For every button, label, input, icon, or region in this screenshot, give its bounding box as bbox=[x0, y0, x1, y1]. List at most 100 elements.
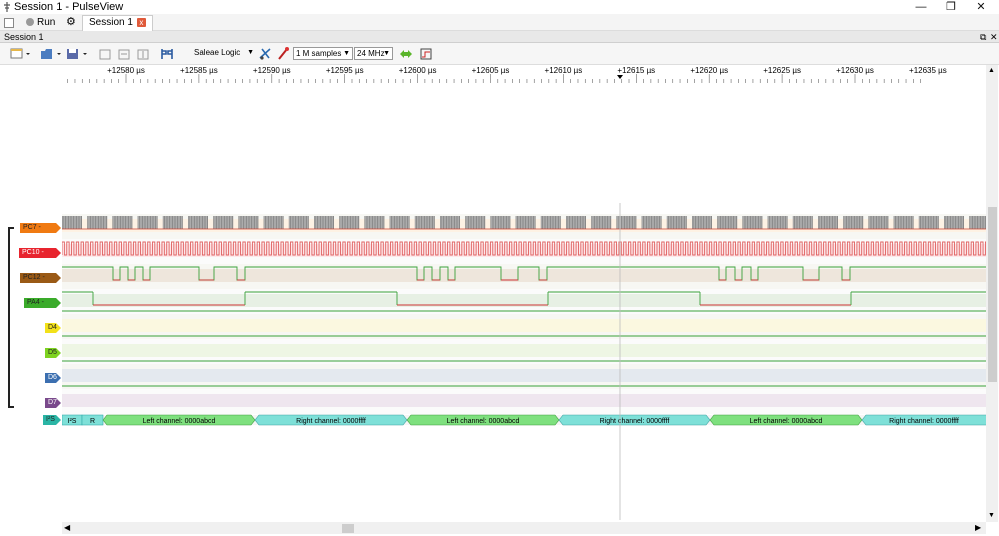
ruler-tick-label: +12605 µs bbox=[471, 66, 510, 75]
scroll-up-icon[interactable]: ▲ bbox=[988, 67, 995, 74]
save-icon[interactable] bbox=[66, 46, 90, 62]
decoder-small-annotation-text: R bbox=[90, 418, 95, 425]
ruler-tick-label: +12610 µs bbox=[544, 66, 583, 75]
mck-burst bbox=[389, 216, 410, 229]
ruler-tick-label: +12630 µs bbox=[836, 66, 874, 75]
channel-label[interactable]: PC12 - SD bbox=[20, 273, 61, 283]
decoder-small-annotation-text: I²S bbox=[68, 418, 77, 425]
channel-band-fill bbox=[62, 294, 986, 307]
run-capture-icon[interactable] bbox=[399, 46, 413, 62]
vertical-scroll-thumb[interactable] bbox=[988, 207, 997, 382]
device-label: Saleae Logic bbox=[194, 48, 241, 57]
mck-burst bbox=[767, 216, 788, 229]
session-close-icon[interactable]: ✕ bbox=[990, 32, 998, 42]
mck-burst bbox=[112, 216, 133, 229]
scroll-down-icon[interactable]: ▼ bbox=[988, 512, 995, 519]
device-select[interactable]: Saleae Logic ▼ bbox=[186, 47, 256, 60]
title-bar: Session 1 - PulseView — ❐ ✕ bbox=[0, 0, 999, 14]
channel-label[interactable]: D7 bbox=[45, 398, 61, 408]
settings-icon[interactable]: ⚙ bbox=[66, 16, 76, 28]
cursor-marker[interactable] bbox=[617, 75, 623, 79]
time-ruler[interactable]: +12580 µs +12585 µs +12590 µs +12595 µs +126… bbox=[62, 65, 986, 83]
mck-burst bbox=[339, 216, 360, 229]
channel-band-fill bbox=[62, 344, 986, 357]
scroll-right-icon[interactable]: ▶ bbox=[975, 523, 982, 532]
mck-burst bbox=[540, 216, 561, 229]
new-session-icon[interactable] bbox=[4, 18, 14, 28]
ruler-tick-label: +12620 µs bbox=[690, 66, 729, 75]
tab-close-icon[interactable]: x bbox=[136, 18, 146, 27]
mck-burst bbox=[944, 216, 964, 229]
decoder-label[interactable]: I²S bbox=[43, 415, 61, 425]
float-icon[interactable]: ⧉ bbox=[980, 32, 987, 42]
run-label: Run bbox=[37, 17, 56, 28]
mck-burst bbox=[717, 216, 738, 229]
cursor-icon[interactable] bbox=[160, 46, 174, 62]
close-button[interactable]: ✕ bbox=[976, 1, 986, 13]
mck-burst bbox=[288, 216, 309, 229]
channel-group-bracket bbox=[8, 227, 14, 408]
app-icon bbox=[4, 2, 10, 12]
vertical-scrollbar[interactable]: ▲ ▼ bbox=[986, 65, 998, 522]
mck-burst bbox=[314, 216, 334, 229]
probes-icon[interactable] bbox=[258, 46, 272, 62]
session-bar: Session 1 ⧉ ✕ bbox=[0, 31, 999, 43]
samplerate-value: 24 MHz bbox=[357, 49, 385, 58]
mck-burst bbox=[692, 216, 712, 229]
decoder-annotation-text: Left channel: 0000abcd bbox=[143, 418, 216, 425]
new-view-icon[interactable] bbox=[10, 46, 32, 62]
chevron-down-icon: ▼ bbox=[383, 50, 390, 57]
ruler-tick-label: +12635 µs bbox=[909, 66, 947, 75]
samples-value: 1 M samples bbox=[296, 49, 342, 58]
mck-burst bbox=[188, 216, 208, 229]
channel-label[interactable]: D5 bbox=[45, 348, 61, 358]
trace-view[interactable]: I²S R Left channel: 0000abcd Right channel:… bbox=[62, 83, 986, 520]
decoder-annotation[interactable] bbox=[861, 414, 986, 426]
decoder-annotation-text: Left channel: 0000abcd bbox=[447, 418, 520, 425]
channel-label[interactable]: PC10 - SCK bbox=[19, 248, 61, 258]
ruler-tick-label: +12615 µs bbox=[617, 66, 656, 75]
channel-band-fill bbox=[62, 319, 986, 332]
ruler-tick-label: +12585 µs bbox=[180, 66, 218, 75]
minimize-button[interactable]: — bbox=[915, 1, 927, 13]
scroll-left-icon[interactable]: ◀ bbox=[64, 523, 71, 532]
samples-select[interactable]: 1 M samples ▼ bbox=[293, 47, 353, 60]
decoder-annotation-text: Right channel: 0000ffff bbox=[600, 418, 670, 425]
mck-burst bbox=[263, 216, 284, 229]
mck-burst bbox=[616, 216, 637, 229]
channel-label[interactable]: PC7 - MCK bbox=[20, 223, 61, 233]
mck-burst bbox=[414, 216, 435, 229]
ruler-tick-label: +12600 µs bbox=[398, 66, 437, 75]
trigger-icon[interactable] bbox=[419, 46, 433, 62]
channel-band-fill bbox=[62, 369, 986, 382]
mck-burst bbox=[87, 216, 108, 229]
zoom-one-icon[interactable] bbox=[137, 46, 149, 62]
window-title: Session 1 - PulseView bbox=[14, 1, 124, 13]
mck-burst bbox=[818, 216, 838, 229]
mck-burst bbox=[490, 216, 511, 229]
channel-label[interactable]: PA4 - WS bbox=[24, 298, 61, 308]
tab-label: Session 1 bbox=[89, 17, 133, 28]
run-button[interactable]: Run bbox=[26, 15, 55, 30]
mck-burst bbox=[742, 216, 763, 229]
open-icon[interactable] bbox=[40, 46, 64, 62]
mck-burst bbox=[918, 216, 939, 229]
chevron-down-icon: ▼ bbox=[343, 50, 350, 57]
mck-burst bbox=[213, 216, 234, 229]
decoders-icon[interactable] bbox=[276, 46, 290, 62]
horizontal-scroll-thumb[interactable] bbox=[342, 524, 354, 533]
ruler-tick-label: +12625 µs bbox=[763, 66, 801, 75]
channel-label[interactable]: D6 bbox=[45, 373, 61, 383]
zoom-in-icon[interactable] bbox=[99, 46, 111, 62]
mck-burst bbox=[591, 216, 612, 229]
zoom-fit-icon[interactable] bbox=[118, 46, 130, 62]
mck-burst bbox=[666, 216, 687, 229]
channel-label[interactable]: D4 bbox=[45, 323, 61, 333]
horizontal-scrollbar[interactable]: ◀ ▶ bbox=[62, 522, 986, 534]
run-icon bbox=[26, 18, 34, 27]
samplerate-select[interactable]: 24 MHz ▼ bbox=[354, 47, 393, 60]
mck-burst bbox=[868, 216, 889, 229]
restore-button[interactable]: ❐ bbox=[946, 1, 956, 13]
mck-burst bbox=[137, 216, 158, 229]
